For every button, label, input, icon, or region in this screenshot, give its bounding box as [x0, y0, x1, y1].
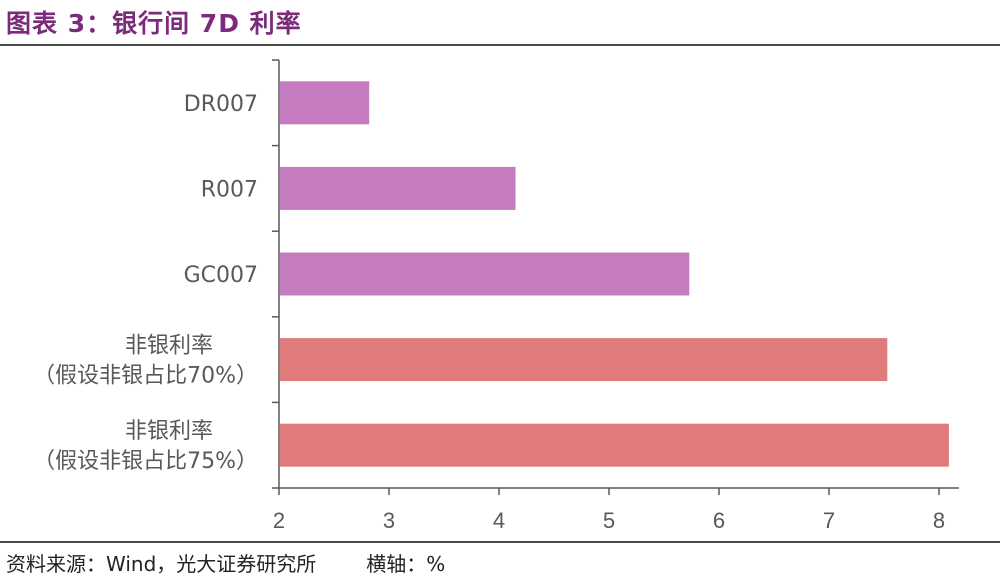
category-label: 非银利率 — [125, 334, 213, 359]
title-divider — [0, 44, 1000, 46]
source-note: 资料来源：Wind，光大证券研究所 — [6, 552, 317, 576]
chart-bars — [280, 81, 949, 467]
category-label: （假设非银占比75%） — [33, 449, 258, 474]
category-label: （假设非银占比70%） — [33, 364, 258, 389]
x-tick-label: 7 — [823, 508, 835, 533]
bar — [280, 423, 949, 467]
bar — [280, 338, 888, 382]
category-label: 非银利率 — [125, 419, 213, 444]
chart-axes — [272, 59, 959, 495]
footer-divider — [0, 541, 1000, 543]
bar-chart: 2 3 4 5 6 7 8 DR007 R007 GC007 非银利率 （假设非银占比70%） 非银利率… — [33, 59, 959, 533]
x-tick-label: 8 — [933, 508, 945, 533]
x-tick-label: 2 — [273, 508, 285, 533]
bar — [280, 166, 516, 210]
category-label: GC007 — [184, 263, 258, 288]
chart-footer: 资料来源：Wind，光大证券研究所 横轴：% — [6, 548, 445, 577]
x-tick-label: 5 — [603, 508, 615, 533]
x-tick-label: 6 — [713, 508, 725, 533]
x-tick-label: 3 — [383, 508, 395, 533]
axis-unit-note: 横轴：% — [366, 552, 446, 576]
chart-labels: 2 3 4 5 6 7 8 DR007 R007 GC007 非银利率 （假设非银占比70%） 非银利率… — [33, 92, 945, 533]
bar — [280, 252, 690, 296]
chart-title: 图表 3：银行间 7D 利率 — [6, 9, 302, 38]
category-label: DR007 — [184, 92, 258, 117]
category-label: R007 — [201, 177, 258, 202]
bar — [280, 81, 370, 125]
x-tick-label: 4 — [493, 508, 505, 533]
